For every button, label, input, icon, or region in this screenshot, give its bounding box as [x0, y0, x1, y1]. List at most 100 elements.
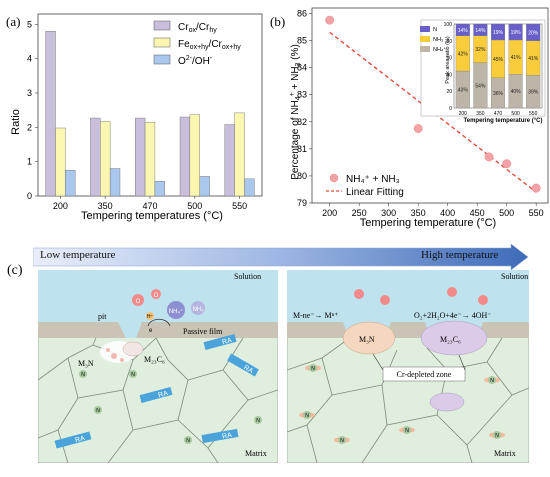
n-atom: N [129, 370, 137, 378]
panel-b-ytick-label: 86 [297, 8, 307, 18]
solution-label: Solution [234, 272, 261, 281]
legend-point-marker [329, 173, 339, 183]
inset-ytick-label: 100 [444, 22, 453, 28]
svg-text:N: N [340, 438, 344, 444]
particle [120, 358, 124, 362]
panel-b-ytick-label: 79 [297, 198, 307, 208]
svg-text:N: N [81, 372, 85, 378]
panel-a-bar [244, 178, 255, 197]
svg-text:RA: RA [157, 390, 169, 399]
n-atom: N [338, 436, 346, 444]
panel-b-ytick-label: 83 [297, 90, 307, 100]
inset-bar-segment [526, 23, 541, 41]
panel-a-chart: (a) Ratio Tempering temperatures (°C) 0 1… [6, 13, 263, 222]
panel-b-chart: (b) Percentage of NH4+ + NH3 (%) Temperi… [248, 7, 549, 229]
legend-entry-fe: Feox+hy/Crox+hy [178, 39, 241, 51]
inset-ytick-label: 0 [449, 106, 452, 112]
nh4-label: NH₄⁺ [169, 308, 183, 315]
ion-o-1 [132, 294, 144, 306]
panel-b-ytick-label: 84 [297, 63, 307, 73]
ra-bar: RA [139, 386, 173, 404]
m23c6-particle-small [429, 392, 465, 412]
inset-segment-label: 54% [475, 83, 486, 89]
panel-b-xtick-label: 350 [411, 208, 426, 218]
inset-legend-swatch-nh3 [420, 36, 430, 42]
panel-a-bar [45, 30, 56, 197]
panel-b-ytick-label: 81 [297, 144, 307, 154]
panel-a-ytick-label: 1 [27, 157, 32, 167]
m3n-particle [342, 321, 396, 355]
cr-depleted-box [382, 366, 466, 382]
panel-a-bar [65, 170, 76, 197]
svg-text:N: N [186, 438, 190, 444]
panel-a-bar [189, 114, 200, 197]
ion-o-3 [447, 287, 457, 297]
inset-legend-swatch-nh4 [420, 46, 430, 52]
legend-swatch-cr [153, 20, 171, 31]
nh3-label: NH₃ [192, 307, 204, 313]
svg-text:N: N [131, 372, 135, 378]
inset-ytick-label: 40 [446, 72, 452, 78]
inset-segment-label: 32% [475, 47, 486, 53]
panel-a-ytick-label: 2 [27, 122, 32, 132]
panel-a-bar [90, 117, 101, 197]
legend-swatch-o [153, 54, 171, 65]
svg-text:N: N [256, 418, 260, 424]
panel-a-bar [199, 176, 210, 197]
n-atom: N [403, 426, 411, 434]
panel-b-tag: (b) [270, 14, 285, 29]
panel-a-bar [154, 181, 165, 197]
panel-a-plot: 0 1 2 3 4 5 200 350 470 500 550 [27, 13, 263, 211]
inset-plot: 0 20 40 60 80 100 43% 42% 14% 200 54% 32% 14% 350 36% 4… [444, 22, 543, 117]
panel-b-ylabel: Percentage of NH4+ + NH3 (%) [289, 44, 302, 180]
legend-entry-o: O2-/OH- [178, 55, 213, 67]
solution-region [287, 270, 529, 322]
ion-o-4 [478, 295, 488, 305]
ra-bar: RA [203, 333, 237, 351]
inset-ylabel: Peak area ratio (%) [445, 36, 451, 84]
inset-xtick-label: 550 [529, 111, 538, 117]
panel-a-bar [224, 124, 235, 197]
panel-a-bar [179, 116, 191, 197]
panel-a-legend: Crox/Crhy Feox+hy/Crox+hy O2-/OH- [153, 20, 241, 67]
inset-segment-label: 41% [511, 55, 522, 61]
m23c6-label: M₂₃C₆ [144, 355, 165, 364]
nh3-molecule [191, 301, 205, 315]
inset-segment-label: 40% [511, 89, 522, 95]
panel-a-xlabel: Tempering temperatures (°C) [81, 210, 223, 222]
passive-film [38, 322, 278, 338]
panel-b-ytick-label: 82 [297, 117, 307, 127]
m23c6-particle [420, 320, 488, 356]
inset-segment-label: 19% [493, 30, 504, 36]
inset-segment-label: 14% [458, 28, 469, 34]
panel-a-ytick-label: 3 [27, 88, 32, 98]
inset-segment-label: 41% [528, 56, 539, 62]
panel-b-xtick-label: 500 [499, 208, 514, 218]
n-atom: N [94, 406, 102, 414]
panel-b-xtick-label: 200 [322, 208, 337, 218]
cathodic-reaction: O₂+2H₂O+4e⁻→ 4OH⁻ [414, 311, 491, 320]
n-atom: N [309, 364, 317, 372]
svg-text:N: N [311, 366, 315, 372]
panel-b-point [325, 15, 335, 25]
matrix-label: Matrix [245, 449, 267, 458]
panel-b: (b) Percentage of NH4+ + NH3 (%) Temperi… [248, 0, 550, 235]
ion-o-2 [380, 295, 390, 305]
pit-label: pit [98, 312, 107, 321]
inset-bar-segment [455, 23, 470, 36]
grain-boundaries [286, 337, 530, 464]
panel-b-xtick-label: 450 [470, 208, 485, 218]
svg-text:N: N [405, 428, 409, 434]
panel-b-ytick-label: 85 [297, 36, 307, 46]
n-atom: N [184, 436, 192, 444]
panel-a-ylabel: Ratio [10, 109, 22, 135]
legend-fit-label: Linear Fitting [346, 187, 404, 198]
inset-segment-label: 14% [475, 28, 486, 34]
inset-xlabel: Tempering temperature (°C) [464, 118, 543, 124]
panel-b-xtick-label: 250 [352, 208, 367, 218]
panel-a-ytick-label: 0 [27, 191, 32, 201]
ra-bar: RA [227, 353, 259, 377]
legend-points-label: NH₄⁺ + NH₃ [346, 174, 400, 185]
inset-bar-segment [473, 23, 488, 36]
